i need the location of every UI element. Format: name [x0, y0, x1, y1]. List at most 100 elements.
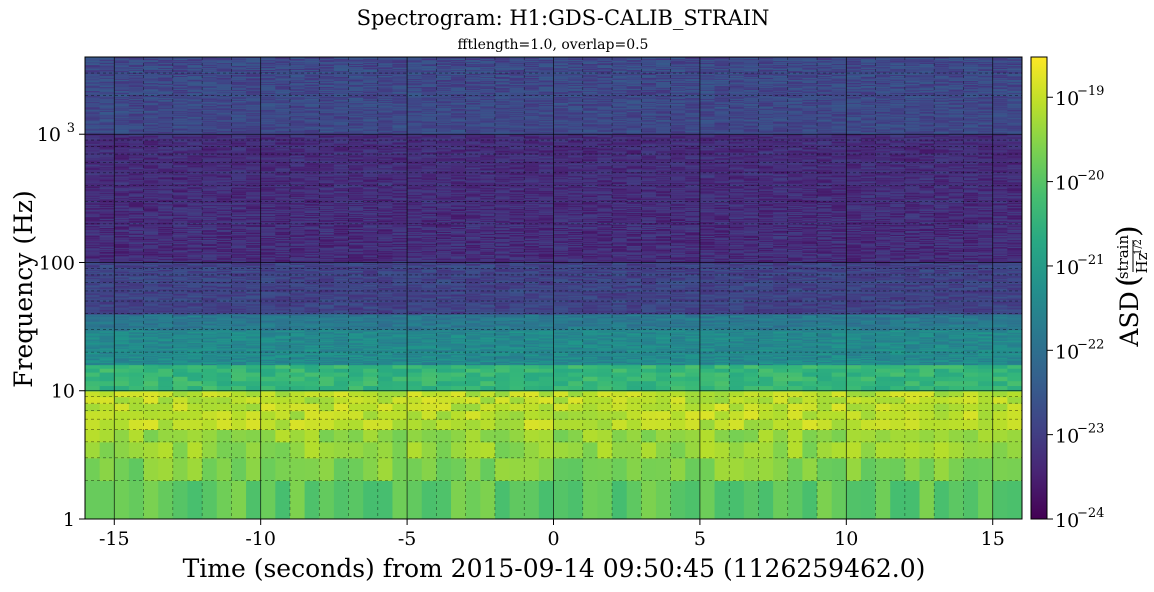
- heatmap-cell: [114, 288, 130, 290]
- heatmap-cell: [172, 317, 189, 320]
- heatmap-cell: [216, 258, 233, 260]
- heatmap-cell: [85, 189, 101, 192]
- heatmap-cell: [216, 297, 233, 300]
- heatmap-cell: [216, 339, 233, 342]
- heatmap-cell: [128, 355, 145, 358]
- heatmap-cell: [85, 172, 101, 175]
- heatmap-cell: [128, 165, 145, 168]
- heatmap-cell: [99, 85, 115, 87]
- heatmap-cell: [231, 136, 247, 138]
- heatmap-cell: [158, 207, 174, 210]
- heatmap-cell: [187, 61, 203, 64]
- heatmap-cell: [172, 100, 189, 102]
- heatmap-cell: [216, 148, 233, 151]
- heatmap-cell: [187, 327, 203, 330]
- heatmap-cell: [158, 269, 174, 271]
- heatmap-cell: [143, 269, 159, 271]
- heatmap-cell: [158, 102, 174, 104]
- heatmap-cell: [187, 359, 203, 362]
- heatmap-cell: [114, 334, 130, 337]
- heatmap-cell: [172, 285, 189, 287]
- heatmap-cell: [128, 87, 145, 89]
- heatmap-cell: [216, 153, 233, 156]
- heatmap-cell: [99, 112, 115, 114]
- heatmap-cell: [128, 91, 145, 93]
- heatmap-cell: [85, 170, 101, 173]
- heatmap-cell: [85, 104, 101, 106]
- heatmap-cell: [216, 87, 233, 89]
- heatmap-cell: [114, 65, 130, 68]
- heatmap-cell: [231, 148, 247, 151]
- heatmap-cell: [202, 237, 218, 239]
- heatmap-cell: [143, 172, 159, 175]
- heatmap-cell: [216, 123, 233, 125]
- heatmap-cell: [202, 207, 218, 210]
- heatmap-cell: [172, 337, 189, 340]
- heatmap-cell: [172, 94, 189, 96]
- heatmap-cell: [114, 146, 130, 149]
- heatmap-cell: [158, 179, 174, 182]
- heatmap-cell: [99, 390, 115, 398]
- heatmap-cell: [158, 286, 174, 288]
- heatmap-cell: [231, 296, 247, 299]
- heatmap-cell: [85, 203, 101, 206]
- heatmap-cell: [172, 72, 189, 74]
- heatmap-cell: [99, 363, 115, 366]
- heatmap-cell: [172, 326, 189, 329]
- heatmap-cell: [114, 202, 130, 205]
- heatmap-cell: [99, 222, 115, 225]
- heatmap-cell: [85, 190, 101, 193]
- heatmap-cell: [114, 120, 130, 122]
- heatmap-cell: [128, 198, 145, 201]
- heatmap-cell: [128, 68, 145, 71]
- heatmap-cell: [158, 359, 174, 362]
- heatmap-cell: [114, 332, 130, 335]
- heatmap-cell: [158, 95, 174, 97]
- heatmap-cell: [85, 259, 101, 261]
- heatmap-cell: [85, 120, 101, 122]
- heatmap-cell: [187, 70, 203, 73]
- heatmap-cell: [202, 351, 218, 354]
- heatmap-cell: [128, 241, 145, 243]
- heatmap-cell: [114, 410, 130, 420]
- heatmap-cell: [85, 202, 101, 205]
- heatmap-cell: [231, 188, 247, 191]
- heatmap-cell: [128, 364, 145, 369]
- heatmap-cell: [216, 128, 233, 130]
- heatmap-cell: [202, 137, 218, 139]
- heatmap-cell: [231, 225, 247, 228]
- heatmap-cell: [187, 207, 203, 210]
- heatmap-cell: [289, 364, 306, 369]
- heatmap-cell: [202, 139, 218, 142]
- heatmap-cell: [158, 310, 174, 313]
- heatmap-cell: [114, 289, 130, 291]
- heatmap-cell: [158, 71, 174, 73]
- heatmap-cell: [114, 137, 130, 140]
- heatmap-cell: [187, 193, 203, 196]
- heatmap-cell: [172, 348, 189, 351]
- heatmap-cell: [85, 281, 101, 283]
- heatmap-cell: [216, 118, 233, 120]
- heatmap-cell: [231, 265, 247, 267]
- heatmap-cell: [172, 226, 189, 229]
- heatmap-cell: [114, 73, 130, 75]
- heatmap-cell: [85, 286, 101, 288]
- heatmap-cell: [85, 345, 101, 348]
- heatmap-cell: [158, 180, 174, 183]
- heatmap-cell: [231, 410, 247, 420]
- heatmap-cell: [99, 105, 115, 107]
- heatmap-cell: [85, 294, 101, 296]
- heatmap-cell: [99, 141, 115, 144]
- heatmap-cell: [187, 135, 203, 137]
- heatmap-cell: [143, 173, 159, 176]
- heatmap-cell: [128, 313, 145, 316]
- heatmap-cell: [216, 156, 233, 159]
- heatmap-cell: [304, 429, 320, 443]
- heatmap-cell: [114, 247, 130, 249]
- heatmap-cell: [99, 150, 115, 153]
- heatmap-cell: [158, 160, 174, 163]
- heatmap-cell: [216, 232, 233, 234]
- heatmap-cell: [187, 314, 203, 317]
- heatmap-cell: [172, 160, 189, 163]
- heatmap-cell: [187, 64, 203, 67]
